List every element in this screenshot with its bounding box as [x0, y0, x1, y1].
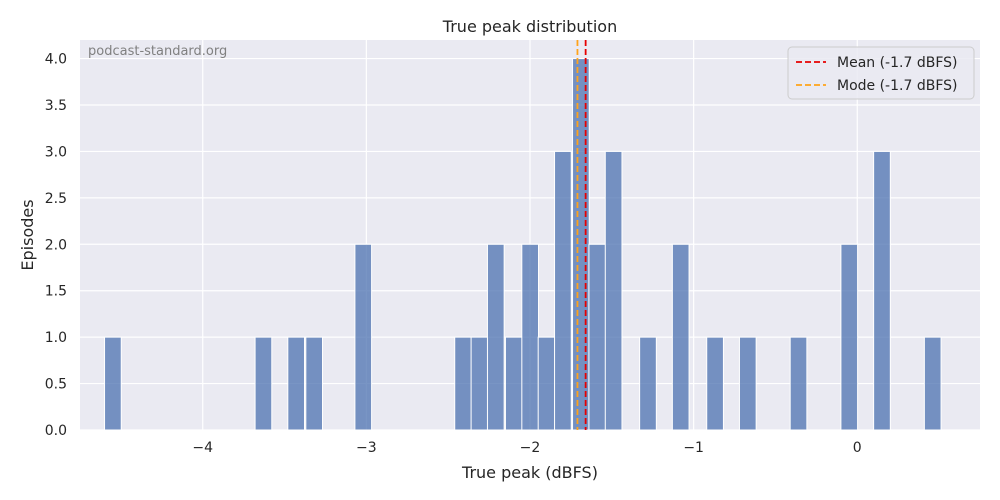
- x-tick-label: −2: [520, 440, 541, 456]
- x-tick-label: −1: [683, 440, 704, 456]
- histogram-bar: [604, 150, 623, 431]
- histogram-bar: [305, 336, 324, 431]
- watermark-text: podcast-standard.org: [88, 44, 227, 59]
- histogram-bar: [873, 150, 891, 431]
- y-tick-label: 0.5: [45, 377, 67, 393]
- reference-lines: [576, 40, 587, 430]
- histogram-bar: [521, 243, 540, 431]
- x-tick-label: −3: [356, 440, 377, 456]
- y-tick-labels: 0.0 0.5 1.0 1.5 2.0 2.5 3.0 3.5 4.0: [45, 52, 67, 439]
- histogram-bar: [554, 150, 572, 431]
- y-tick-label: 0.0: [45, 423, 67, 439]
- histogram-bar: [470, 336, 489, 431]
- legend-box: [787, 46, 975, 100]
- legend-entry-label: Mode (-1.7 dBFS): [837, 78, 957, 94]
- legend-entry-label: Mean (-1.7 dBFS): [837, 55, 957, 71]
- y-tick-label: 2.0: [45, 237, 67, 253]
- y-tick-label: 3.5: [45, 98, 67, 114]
- histogram-bar: [639, 336, 657, 431]
- histogram-bar: [840, 243, 859, 431]
- y-tick-label: 1.5: [45, 284, 67, 300]
- histogram-bar: [738, 336, 757, 431]
- bars: [104, 58, 942, 431]
- y-axis-title: Episodes: [18, 199, 37, 270]
- histogram-bar: [254, 336, 273, 431]
- legend: Mean (-1.7 dBFS) Mode (-1.7 dBFS): [787, 46, 975, 100]
- histogram-bar: [287, 336, 306, 431]
- x-tick-label: 0: [853, 440, 862, 456]
- x-axis-title: True peak (dBFS): [461, 463, 598, 482]
- histogram-bar: [104, 336, 122, 431]
- y-tick-label: 2.5: [45, 191, 67, 207]
- histogram-bar: [537, 336, 556, 431]
- histogram-bar: [671, 243, 690, 431]
- histogram-bar: [354, 243, 373, 431]
- histogram-bar: [454, 336, 472, 431]
- chart-title: True peak distribution: [442, 17, 617, 36]
- histogram-bar: [504, 336, 523, 431]
- y-tick-label: 3.0: [45, 144, 67, 160]
- y-tick-label: 1.0: [45, 330, 67, 346]
- histogram-bar: [486, 243, 505, 431]
- histogram-bar: [572, 58, 590, 431]
- y-tick-label: 4.0: [45, 52, 67, 68]
- histogram-bar: [923, 336, 942, 431]
- x-tick-label: −4: [192, 440, 213, 456]
- histogram-bar: [588, 243, 607, 431]
- histogram-bar: [789, 336, 808, 431]
- x-tick-labels: −4 −3 −2 −1 0: [192, 440, 861, 456]
- histogram-bar: [706, 336, 724, 431]
